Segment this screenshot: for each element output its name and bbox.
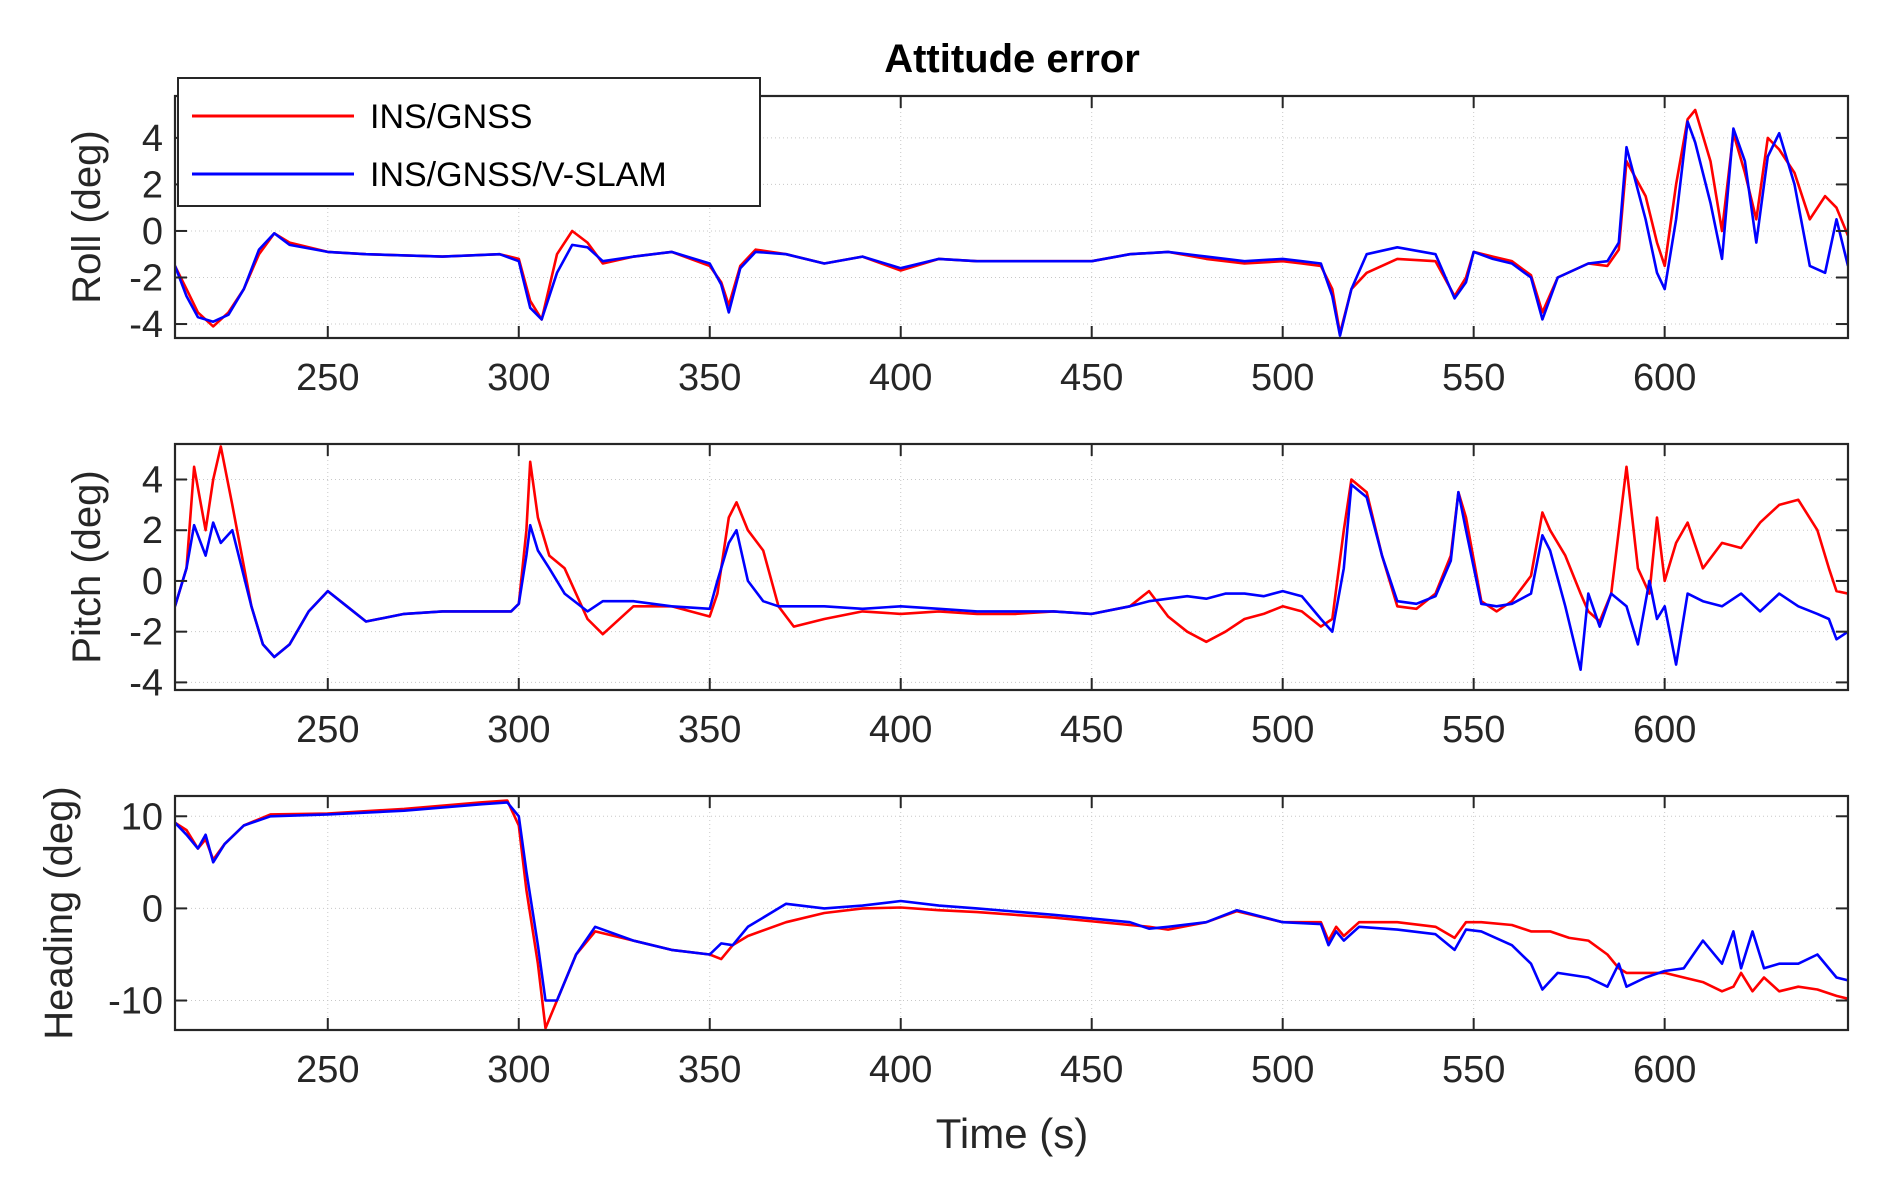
legend: INS/GNSS INS/GNSS/V-SLAM	[177, 77, 761, 207]
x-tick-label: 450	[1060, 1049, 1123, 1091]
axes-box	[173, 442, 1850, 692]
y-tick-label: 2	[142, 164, 163, 206]
y-tick-label: 0	[142, 211, 163, 253]
axes-box	[173, 794, 1850, 1032]
x-tick-label: 250	[296, 357, 359, 399]
y-tick-label: 10	[121, 796, 163, 838]
x-tick-label: 550	[1442, 1049, 1505, 1091]
y-tick-label: 0	[142, 888, 163, 930]
x-tick-label: 550	[1442, 709, 1505, 751]
x-tick-label: 450	[1060, 709, 1123, 751]
subplot-roll: 250 300 350 400 450 500 550 600 42 0 -2-4 Roll (deg…	[65, 94, 1850, 399]
series-line-ins-gnss-v-slam	[175, 483, 1848, 671]
chart-title: Attitude error	[884, 37, 1140, 81]
x-tick-label: 400	[869, 709, 932, 751]
series-line-ins-gnss	[175, 108, 1848, 335]
series-line-ins-gnss-v-slam	[175, 801, 1848, 1002]
axes-box	[173, 94, 1850, 340]
x-tick-label: 250	[296, 1049, 359, 1091]
legend-label: INS/GNSS/V-SLAM	[370, 156, 667, 194]
y-tick-label: 2	[142, 510, 163, 552]
series-line-ins-gnss-v-slam	[175, 120, 1848, 337]
legend-box	[177, 77, 761, 207]
y-tick-label: -4	[129, 304, 163, 346]
x-tick-label: 250	[296, 709, 359, 751]
series-group	[175, 108, 1848, 337]
y-axis-label-pitch: Pitch (deg)	[65, 470, 109, 663]
x-tick-label: 600	[1633, 1049, 1696, 1091]
y-tick-label: -2	[129, 258, 163, 300]
x-tick-label: 300	[487, 709, 550, 751]
x-tick-label: 350	[678, 1049, 741, 1091]
x-tick-label: 500	[1251, 709, 1314, 751]
x-tick-label: 300	[487, 1049, 550, 1091]
y-tick-label: -2	[129, 612, 163, 654]
x-tick-label: 500	[1251, 1049, 1314, 1091]
legend-label: INS/GNSS	[370, 98, 532, 136]
x-tick-label: 400	[869, 357, 932, 399]
x-axis-label: Time (s)	[936, 1110, 1088, 1157]
x-tick-label: 500	[1251, 357, 1314, 399]
subplot-pitch: 250 300 350 400 450 500 550 600 4 2 0 -2 -4 Pitch (de…	[65, 442, 1850, 751]
y-axis-label-heading: Heading (deg)	[37, 786, 81, 1040]
series-line-ins-gnss	[175, 799, 1848, 1030]
x-tick-label: 400	[869, 1049, 932, 1091]
x-tick-label: 600	[1633, 709, 1696, 751]
y-tick-label: 4	[142, 460, 163, 502]
x-tick-label: 300	[487, 357, 550, 399]
series-group	[175, 799, 1848, 1030]
y-axis-label-roll: Roll (deg)	[65, 130, 109, 303]
series-line-ins-gnss	[175, 445, 1848, 659]
x-tick-label: 350	[678, 357, 741, 399]
y-tick-label: -10	[108, 981, 163, 1023]
series-group	[175, 445, 1848, 671]
y-tick-label: -4	[129, 662, 163, 704]
y-tick-label: 4	[142, 118, 163, 160]
x-tick-label: 450	[1060, 357, 1123, 399]
x-tick-label: 550	[1442, 357, 1505, 399]
x-tick-label: 350	[678, 709, 741, 751]
y-tick-label: 0	[142, 561, 163, 603]
subplot-heading: 250 300 350 400 450 500 550 600 10 0 -10 Heading (d…	[37, 786, 1850, 1091]
x-tick-label: 600	[1633, 357, 1696, 399]
